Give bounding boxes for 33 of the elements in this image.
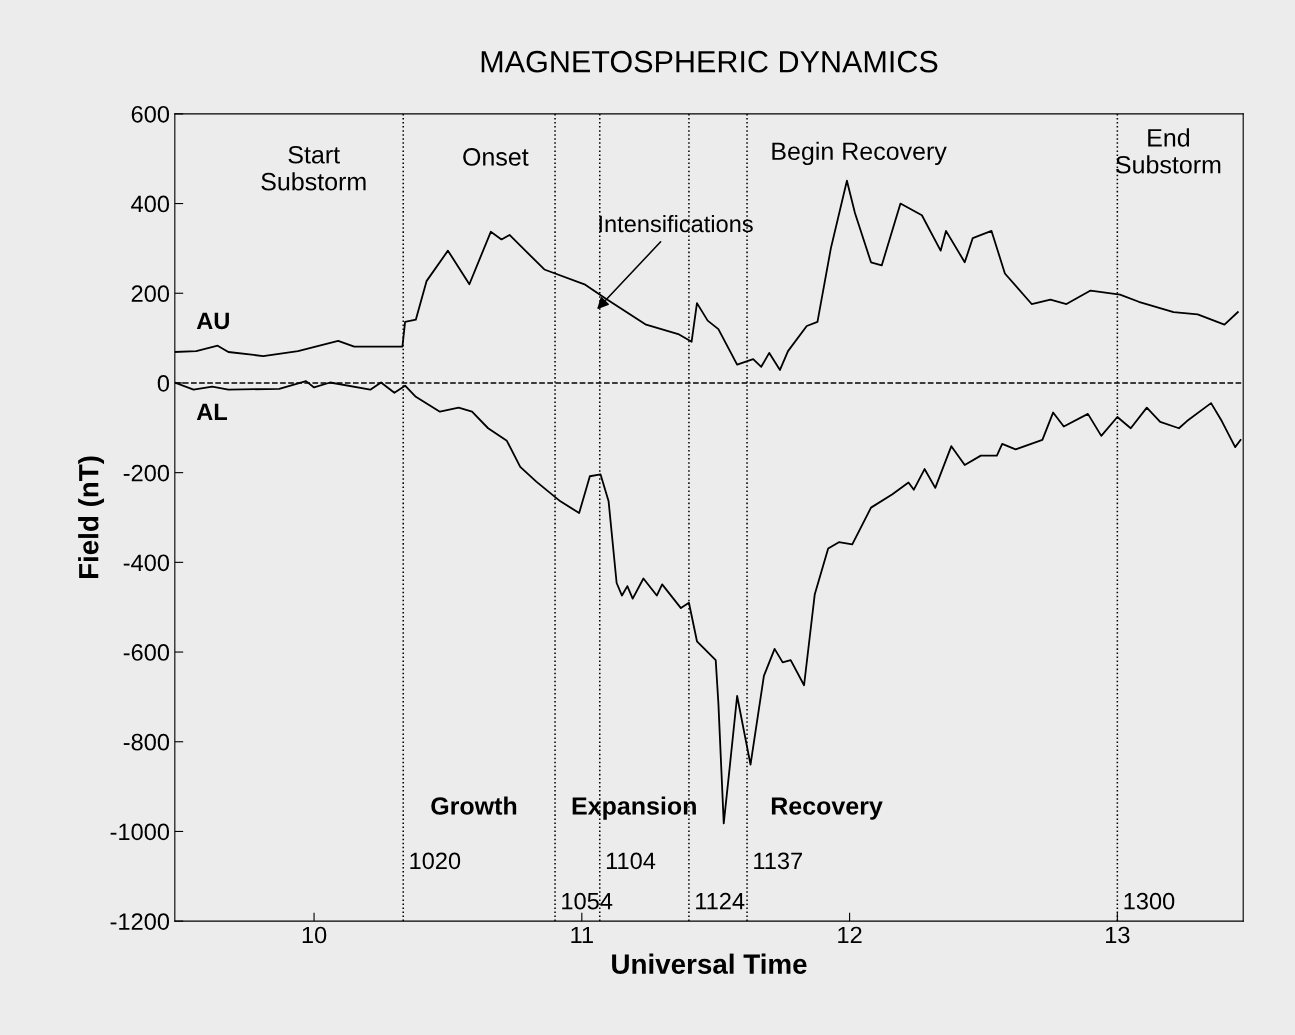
annotation: Onset xyxy=(463,148,529,166)
y-tick-label: -1200 xyxy=(110,913,170,930)
annotation: 1104 xyxy=(606,852,656,870)
annotation: Start Substorm xyxy=(261,145,366,191)
annotation: 1054 xyxy=(562,892,613,910)
annotation: 1300 xyxy=(1124,892,1175,910)
y-tick-label: -1000 xyxy=(110,823,170,841)
annotation: 1124 xyxy=(696,892,745,910)
y-tick-label: 200 xyxy=(131,285,170,303)
annotation: Expansion xyxy=(572,796,696,820)
y-axis-title: Field (nT) xyxy=(78,456,105,579)
annotation: Recovery xyxy=(771,797,883,820)
series-label: AU xyxy=(196,312,229,330)
annotation: Begin Recovery xyxy=(772,141,947,166)
x-axis-title: Universal Time xyxy=(612,953,807,974)
x-tick-label: 13 xyxy=(1106,926,1130,944)
y-tick-label: 400 xyxy=(131,195,170,213)
y-tick-label: -400 xyxy=(123,554,170,572)
annotation: 1137 xyxy=(754,852,802,870)
annotation: Growth xyxy=(431,796,517,815)
x-tick-label: 10 xyxy=(302,926,327,944)
y-tick-label: 600 xyxy=(131,105,170,123)
y-tick-label: -200 xyxy=(123,464,170,482)
annotation: End Substorm xyxy=(1116,128,1221,174)
annotation: Intensifications xyxy=(599,214,753,233)
y-tick-label: 0 xyxy=(157,375,170,392)
annotation: 1020 xyxy=(410,852,461,870)
chart-title: MAGNETOSPHERIC DYNAMICS xyxy=(481,50,938,73)
x-tick-label: 12 xyxy=(838,926,862,944)
x-tick-label: 11 xyxy=(571,926,593,944)
series-label: AL xyxy=(196,403,227,420)
y-tick-label: -600 xyxy=(123,644,170,661)
y-tick-label: -800 xyxy=(123,733,170,751)
